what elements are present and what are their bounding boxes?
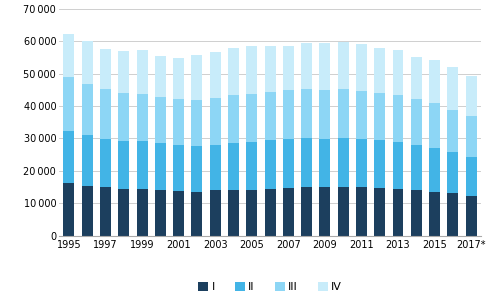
- Bar: [246, 95, 257, 142]
- Bar: [320, 187, 330, 236]
- Bar: [429, 59, 440, 103]
- Bar: [191, 191, 202, 236]
- Bar: [228, 190, 239, 236]
- Bar: [465, 196, 477, 236]
- Bar: [173, 58, 184, 99]
- Bar: [465, 116, 477, 157]
- Bar: [338, 139, 349, 187]
- Bar: [173, 191, 184, 236]
- Bar: [82, 186, 93, 236]
- Bar: [411, 190, 422, 236]
- Bar: [283, 139, 294, 188]
- Bar: [301, 138, 312, 187]
- Bar: [447, 67, 458, 110]
- Bar: [82, 135, 93, 186]
- Bar: [320, 90, 330, 139]
- Bar: [356, 187, 367, 236]
- Bar: [210, 52, 220, 98]
- Bar: [411, 145, 422, 190]
- Bar: [100, 187, 111, 236]
- Bar: [301, 89, 312, 138]
- Bar: [118, 189, 129, 236]
- Bar: [392, 189, 404, 236]
- Legend: I, II, III, IV: I, II, III, IV: [198, 282, 342, 292]
- Bar: [374, 140, 385, 188]
- Bar: [82, 41, 93, 85]
- Bar: [246, 46, 257, 95]
- Bar: [228, 47, 239, 95]
- Bar: [465, 76, 477, 116]
- Bar: [228, 143, 239, 190]
- Bar: [374, 92, 385, 140]
- Bar: [356, 91, 367, 140]
- Bar: [265, 46, 275, 92]
- Bar: [100, 140, 111, 187]
- Bar: [155, 56, 166, 97]
- Bar: [173, 99, 184, 145]
- Bar: [429, 148, 440, 192]
- Bar: [100, 49, 111, 89]
- Bar: [63, 34, 75, 77]
- Bar: [374, 188, 385, 236]
- Bar: [338, 42, 349, 89]
- Bar: [265, 140, 275, 189]
- Bar: [191, 55, 202, 100]
- Bar: [320, 43, 330, 90]
- Bar: [301, 43, 312, 89]
- Bar: [155, 190, 166, 236]
- Bar: [63, 183, 75, 236]
- Bar: [155, 97, 166, 143]
- Bar: [411, 99, 422, 145]
- Bar: [374, 48, 385, 92]
- Bar: [63, 77, 75, 131]
- Bar: [210, 190, 220, 236]
- Bar: [338, 89, 349, 139]
- Bar: [447, 193, 458, 236]
- Bar: [228, 95, 239, 143]
- Bar: [392, 95, 404, 142]
- Bar: [265, 92, 275, 140]
- Bar: [136, 189, 148, 236]
- Bar: [411, 57, 422, 99]
- Bar: [118, 93, 129, 141]
- Bar: [392, 50, 404, 95]
- Bar: [429, 103, 440, 148]
- Bar: [265, 189, 275, 236]
- Bar: [320, 139, 330, 187]
- Bar: [429, 192, 440, 236]
- Bar: [392, 142, 404, 189]
- Bar: [173, 145, 184, 191]
- Bar: [191, 146, 202, 191]
- Bar: [191, 100, 202, 146]
- Bar: [447, 110, 458, 152]
- Bar: [356, 44, 367, 91]
- Bar: [100, 89, 111, 140]
- Bar: [283, 90, 294, 139]
- Bar: [465, 157, 477, 196]
- Bar: [283, 46, 294, 90]
- Bar: [210, 145, 220, 190]
- Bar: [338, 187, 349, 236]
- Bar: [136, 95, 148, 141]
- Bar: [118, 141, 129, 189]
- Bar: [356, 140, 367, 187]
- Bar: [118, 51, 129, 93]
- Bar: [136, 50, 148, 95]
- Bar: [63, 131, 75, 183]
- Bar: [246, 142, 257, 190]
- Bar: [155, 143, 166, 190]
- Bar: [82, 85, 93, 135]
- Bar: [246, 190, 257, 236]
- Bar: [301, 187, 312, 236]
- Bar: [283, 188, 294, 236]
- Bar: [136, 141, 148, 189]
- Bar: [210, 98, 220, 145]
- Bar: [447, 152, 458, 193]
